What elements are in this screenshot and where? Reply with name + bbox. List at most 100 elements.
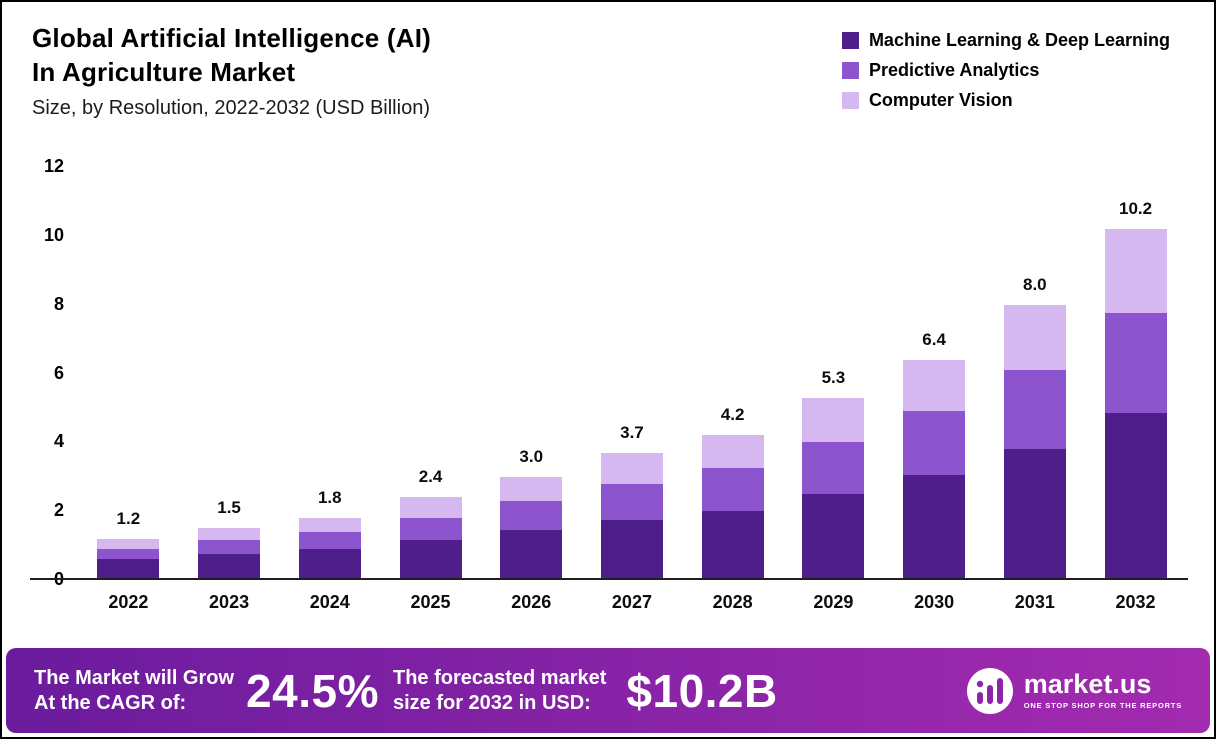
stacked-bar — [1003, 304, 1066, 580]
chart-title-line1: Global Artificial Intelligence (AI) — [32, 23, 431, 53]
legend-label-predictive: Predictive Analytics — [868, 60, 1040, 80]
brand-name: market.us — [1023, 669, 1152, 700]
bar-segment — [500, 500, 563, 531]
marketus-logo-icon — [966, 667, 1013, 714]
stacked-bar — [500, 476, 563, 580]
x-axis-label: 2032 — [1115, 592, 1156, 612]
x-axis-label: 2025 — [410, 592, 451, 612]
bar-segment — [600, 452, 663, 484]
x-axis-label: 2027 — [611, 592, 652, 612]
stacked-bar — [399, 497, 462, 580]
forecast-label: The forecasted market size for 2032 in U… — [393, 666, 606, 716]
bar-segment — [1003, 370, 1066, 450]
bar-total-label: 10.2 — [1119, 198, 1153, 218]
bar-segment — [903, 475, 966, 580]
x-axis-label: 2022 — [108, 592, 149, 612]
legend-label-vision: Computer Vision — [868, 90, 1013, 110]
bar-column: 1.2 — [92, 509, 164, 580]
bar-segment — [399, 518, 462, 541]
bar-segment — [399, 540, 462, 580]
bar-segment — [97, 538, 160, 550]
bar-column: 8.0 — [999, 275, 1071, 580]
bar-segment — [198, 528, 261, 541]
bar-segment — [701, 511, 764, 580]
stacked-bar — [1104, 228, 1167, 580]
bar-column: 1.8 — [294, 488, 366, 580]
bar-total-label: 1.2 — [116, 508, 141, 528]
bar-column: 4.2 — [697, 405, 769, 580]
x-axis-label: 2029 — [813, 592, 854, 612]
bar-total-label: 3.0 — [519, 446, 544, 466]
bar-segment — [903, 411, 966, 476]
bar-segment — [802, 493, 865, 580]
forecast-label-line2: size for 2032 in USD: — [392, 691, 591, 714]
bar-total-label: 4.2 — [720, 405, 745, 425]
bar-column: 2.4 — [395, 467, 467, 580]
y-axis-tick: 6 — [53, 362, 64, 383]
stacked-bar — [802, 397, 865, 580]
bar-segment — [298, 531, 361, 550]
bar-total-label: 6.4 — [922, 329, 946, 349]
chart-header: Global Artificial Intelligence (AI) In A… — [32, 22, 431, 120]
bar-total-label: 8.0 — [1023, 274, 1047, 294]
legend-swatch-vision-icon — [841, 92, 859, 109]
x-axis-label: 2024 — [309, 592, 350, 612]
plot-area: 1.2 1.5 1.8 2.4 3.0 3.7 4.2 5.3 6.4 8.0 10.2 — [78, 167, 1186, 580]
bar-segment — [1104, 313, 1167, 414]
bar-total-label: 1.8 — [317, 488, 342, 508]
y-axis-tick: 4 — [53, 431, 64, 452]
y-axis-tick: 12 — [43, 156, 64, 176]
brand-text: market.us ONE STOP SHOP FOR THE REPORTS — [1024, 671, 1182, 710]
bar-segment — [802, 442, 865, 494]
cagr-label-line2: At the CAGR of: — [34, 691, 187, 714]
bar-segment — [500, 530, 563, 580]
stacked-bar — [600, 452, 663, 580]
bar-total-label: 3.7 — [620, 422, 644, 442]
bar-segment — [701, 435, 764, 469]
y-axis-tick: 2 — [53, 500, 64, 521]
legend-swatch-ml-icon — [841, 32, 859, 49]
brand-tagline: ONE STOP SHOP FOR THE REPORTS — [1023, 701, 1182, 711]
legend-item-predictive: Predictive Analytics — [841, 60, 1170, 81]
bar-segment — [97, 559, 160, 580]
y-axis: 024681012 — [22, 156, 70, 589]
legend-label-ml: Machine Learning & Deep Learning — [868, 30, 1170, 50]
y-axis-tick: 10 — [43, 224, 64, 245]
stacked-bar — [903, 359, 966, 580]
bar-total-label: 5.3 — [821, 367, 846, 387]
legend-item-ml: Machine Learning & Deep Learning — [841, 30, 1170, 51]
bar-segment — [600, 483, 663, 520]
bar-column: 3.7 — [596, 423, 668, 580]
bar-column: 10.2 — [1100, 199, 1172, 580]
bar-segment — [97, 549, 160, 560]
bar-column: 5.3 — [797, 368, 869, 580]
bar-segment — [903, 359, 966, 412]
chart-legend: Machine Learning & Deep Learning Predict… — [841, 30, 1170, 111]
stacked-bar — [198, 528, 261, 580]
forecast-value: $10.2B — [626, 664, 778, 717]
bar-segment — [399, 497, 462, 519]
cagr-label-line1: The Market will Grow — [34, 666, 235, 689]
x-axis-label: 2028 — [712, 592, 753, 612]
bar-segment — [1104, 228, 1167, 314]
x-axis-line — [30, 578, 1188, 580]
x-axis-label: 2026 — [511, 592, 552, 612]
x-axis-labels: 2022 2023 2024 2025 2026 2027 2028 2029 2030 2031… — [78, 592, 1186, 613]
bar-segment — [298, 549, 361, 580]
bar-segment — [298, 518, 361, 532]
chart-title-line2: In Agriculture Market — [32, 56, 296, 87]
legend-swatch-predictive-icon — [841, 62, 859, 79]
bar-column: 3.0 — [495, 447, 567, 580]
bar-segment — [600, 519, 663, 580]
cagr-label: The Market will Grow At the CAGR of: — [34, 666, 234, 716]
marketus-brand: market.us ONE STOP SHOP FOR THE REPORTS — [966, 667, 1182, 715]
y-axis-tick: 8 — [53, 293, 64, 314]
forecast-label-line1: The forecasted market — [392, 666, 607, 689]
legend-item-vision: Computer Vision — [841, 90, 1170, 111]
chart-subtitle: Size, by Resolution, 2022-2032 (USD Bill… — [32, 96, 430, 119]
bar-column: 1.5 — [193, 498, 265, 580]
bar-segment — [500, 476, 563, 501]
bar-column: 6.4 — [898, 330, 970, 580]
cagr-value: 24.5% — [246, 664, 379, 717]
stacked-bar — [701, 435, 764, 580]
